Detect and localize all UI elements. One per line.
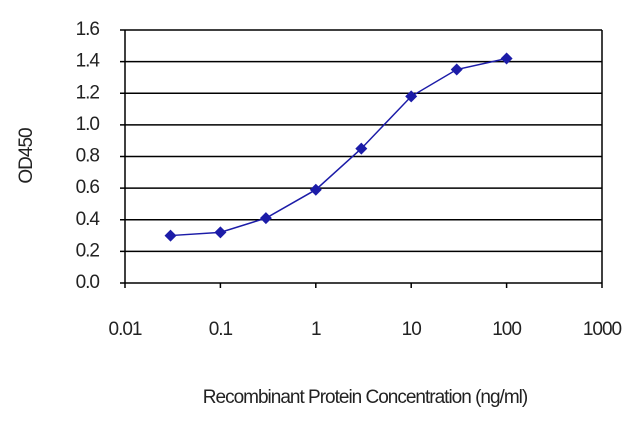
data-point	[259, 212, 272, 225]
x-tick-label: 0.01	[109, 319, 142, 340]
x-tick-label: 10	[402, 319, 422, 340]
data-point	[355, 142, 368, 155]
x-tick-label: 1000	[583, 319, 622, 340]
x-axis-title: Recombinant Protein Concentration (ng/ml…	[203, 387, 528, 408]
y-tick-label: 1.2	[76, 82, 100, 103]
data-point	[164, 229, 177, 242]
y-tick-label: 0.2	[76, 240, 100, 261]
data-point	[450, 63, 463, 76]
y-tick-label: 0.8	[76, 146, 100, 167]
y-tick-label: 1.4	[76, 51, 101, 72]
y-axis-title: OD450	[16, 128, 37, 184]
y-tick-label: 1.6	[76, 19, 100, 40]
x-tick-label: 100	[492, 319, 521, 340]
x-tick-label: 0.1	[209, 319, 233, 340]
x-tick-label: 1	[311, 319, 321, 340]
data-point	[500, 52, 513, 65]
data-point	[214, 226, 227, 239]
data-line	[170, 57, 507, 237]
y-tick-label: 0.4	[76, 209, 101, 230]
y-tick-label: 1.0	[76, 114, 100, 135]
data-point	[309, 183, 322, 196]
y-tick-label: 0.0	[76, 272, 100, 293]
y-tick-label: 0.6	[76, 177, 100, 198]
data-point	[405, 90, 418, 103]
